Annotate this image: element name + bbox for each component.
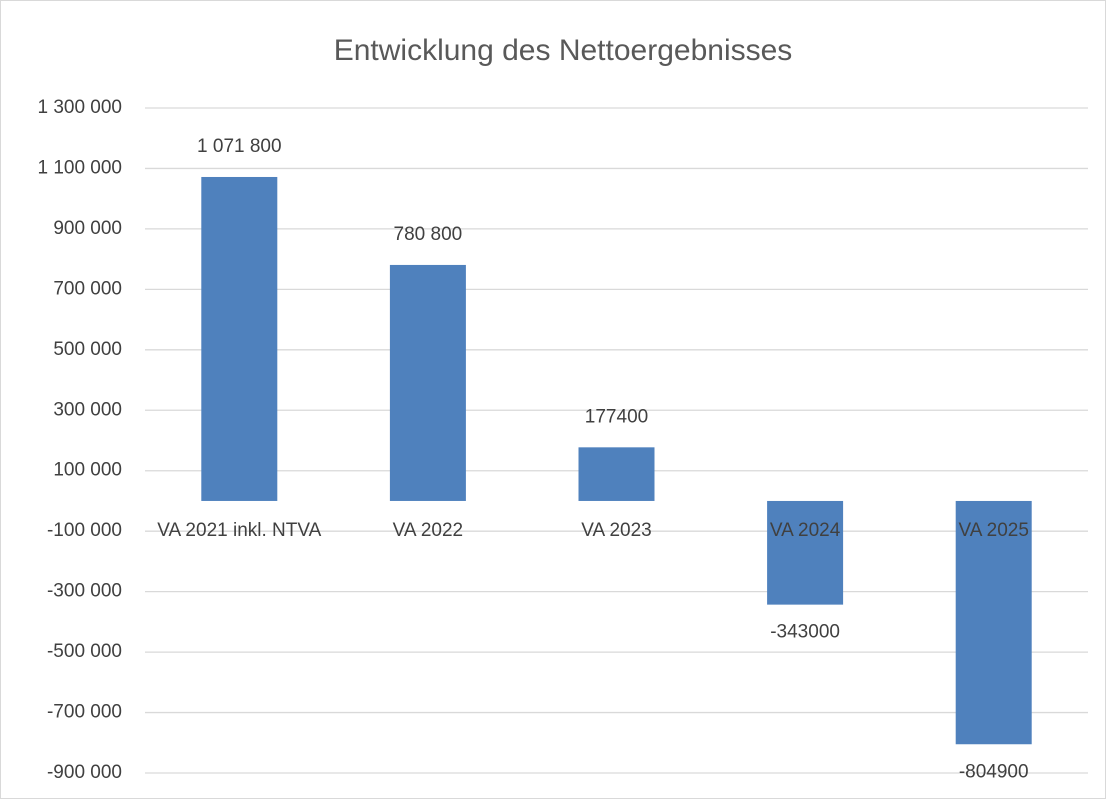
data-label: -343000 [770,622,840,643]
x-tick-label: VA 2024 [770,520,841,541]
y-tick-label: -700 000 [47,702,122,723]
data-label: 780 800 [394,224,463,245]
y-tick-label: 500 000 [53,339,122,360]
data-label: -804900 [959,761,1029,782]
y-tick-label: 100 000 [53,460,122,481]
bar [578,447,655,501]
bar [389,264,466,501]
y-tick-label: -100 000 [47,520,122,541]
y-tick-label: -900 000 [47,762,122,783]
y-tick-label: 700 000 [53,278,122,299]
y-tick-label: 1 300 000 [37,97,122,118]
data-label: 1 071 800 [197,136,282,157]
y-tick-label: 1 100 000 [37,157,122,178]
bar [767,500,844,605]
x-tick-label: VA 2021 inkl. NTVA [157,520,321,541]
y-tick-label: 900 000 [53,218,122,239]
y-tick-label: -500 000 [47,641,122,662]
y-tick-label: 300 000 [53,399,122,420]
bar [201,176,278,501]
y-tick-label: -300 000 [47,581,122,602]
bar [955,500,1032,745]
x-tick-label: VA 2022 [393,520,463,541]
chart-title: Entwicklung des Nettoergebnisses [334,34,793,67]
data-label: 177400 [585,406,648,427]
x-tick-label: VA 2025 [958,520,1028,541]
x-tick-label: VA 2023 [581,520,651,541]
